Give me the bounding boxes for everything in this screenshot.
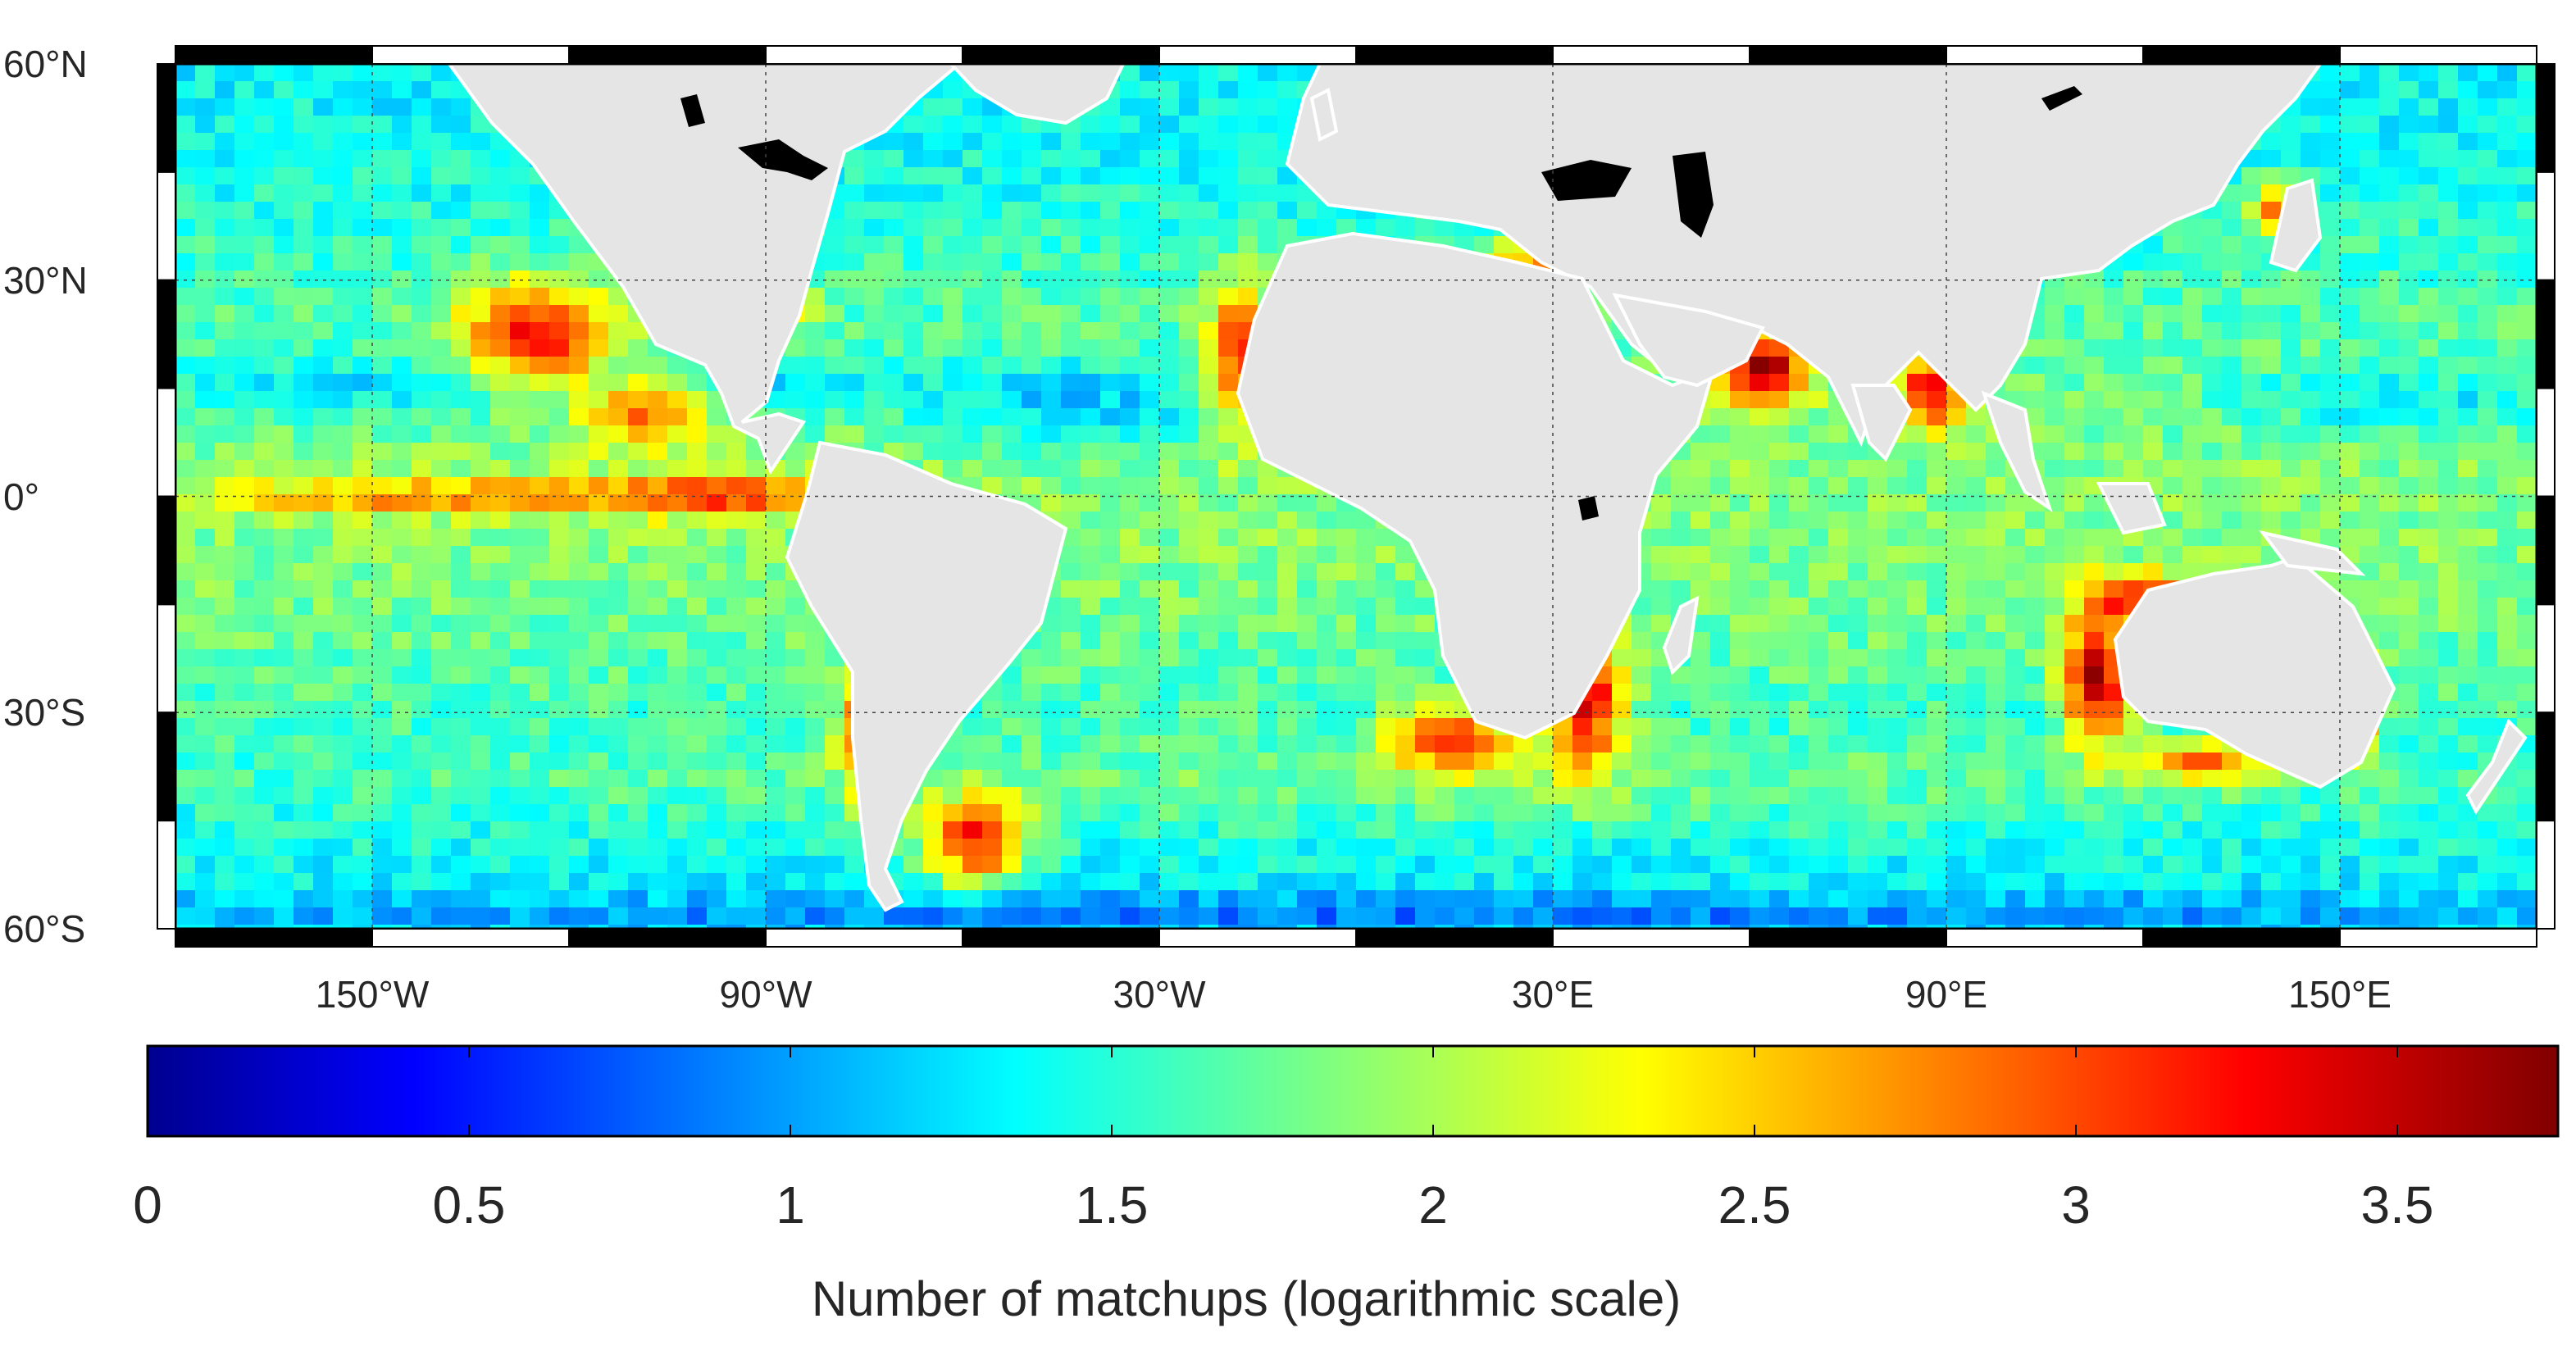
- frame-segment-bottom: [2142, 928, 2341, 948]
- land-masses: [447, 64, 2528, 912]
- frame-segment-top: [1552, 45, 1750, 65]
- lake-baikal: [2041, 86, 2082, 111]
- colorbar-tick-label: 2: [1418, 1175, 1448, 1235]
- frame-segment-bottom: [1552, 928, 1750, 948]
- frame-segment-left: [157, 495, 176, 606]
- colorbar-tick-label: 1.5: [1075, 1175, 1149, 1235]
- frame-segment-top: [2339, 45, 2537, 65]
- frame-segment-top: [765, 45, 963, 65]
- southeast-asia-landmass: [1981, 390, 2053, 512]
- australia-landmass: [2113, 555, 2396, 789]
- frame-segment-bottom: [962, 928, 1160, 948]
- colorbar-tick-label: 0.5: [432, 1175, 506, 1235]
- lat-label: 0°: [3, 475, 39, 518]
- lon-label: 30°E: [1511, 973, 1595, 1016]
- uk-landmass: [1309, 88, 1339, 142]
- lon-label: 150°W: [315, 973, 430, 1016]
- frame-segment-top: [175, 45, 373, 65]
- japan-landmass: [2269, 178, 2323, 273]
- lon-label: 30°W: [1113, 973, 1206, 1016]
- frame-segment-right: [2536, 63, 2556, 173]
- frame-segment-right: [2536, 387, 2556, 498]
- frame-segment-bottom: [765, 928, 963, 948]
- frame-segment-left: [157, 712, 176, 822]
- frame-segment-bottom: [371, 928, 570, 948]
- map-frame-border: [157, 45, 2556, 948]
- greenland-landmass: [949, 64, 1126, 125]
- frame-segment-bottom: [1946, 928, 2144, 948]
- frame-segment-right: [2536, 712, 2556, 822]
- frame-segment-bottom: [2339, 928, 2537, 948]
- frame-segment-left: [157, 171, 176, 281]
- madagascar-landmass: [1662, 595, 1700, 675]
- colorbar: [146, 1044, 2560, 1138]
- colorbar-tick-label: 1: [776, 1175, 805, 1235]
- black-sea: [1541, 160, 1632, 201]
- africa-landmass: [1236, 231, 1717, 740]
- frame-segment-left: [157, 387, 176, 498]
- colorbar-tickmarks: [147, 1046, 2398, 1136]
- lake-victoria: [1578, 496, 1599, 521]
- frame-segment-top: [568, 45, 767, 65]
- frame-segment-top: [1355, 45, 1554, 65]
- frame-segment-right: [2536, 171, 2556, 281]
- frame-segment-left: [157, 279, 176, 389]
- colorbar-gradient: [146, 1044, 2560, 1138]
- frame-segment-bottom: [1749, 928, 1947, 948]
- frame-segment-top: [1749, 45, 1947, 65]
- frame-segment-top: [2142, 45, 2341, 65]
- great-lakes: [738, 139, 828, 180]
- lon-label: 90°E: [1905, 973, 1988, 1016]
- south-america-landmass: [785, 440, 1068, 912]
- frame-segment-right: [2536, 495, 2556, 606]
- new-guinea-landmass: [2259, 530, 2366, 576]
- colorbar-tick-label: 2.5: [1718, 1175, 1791, 1235]
- lon-label: 90°W: [719, 973, 812, 1016]
- lat-label: 60°N: [3, 43, 88, 85]
- frame-segment-top: [1946, 45, 2144, 65]
- lon-label: 150°E: [2288, 973, 2392, 1016]
- frame-segment-left: [157, 63, 176, 173]
- arabia-landmass: [1612, 293, 1765, 388]
- caspian-sea: [1673, 152, 1714, 238]
- frame-segment-top: [1158, 45, 1357, 65]
- borneo-landmass: [2096, 482, 2167, 535]
- lat-label: 30°N: [3, 258, 88, 302]
- map-area: [157, 45, 2556, 948]
- colorbar-tick-label: 3: [2061, 1175, 2091, 1235]
- frame-segment-top: [371, 45, 570, 65]
- frame-segment-bottom: [1158, 928, 1357, 948]
- frame-segment-bottom: [175, 928, 373, 948]
- lat-label: 30°S: [3, 691, 86, 734]
- frame-segment-top: [962, 45, 1160, 65]
- lat-label: 60°S: [3, 907, 86, 950]
- new-zealand-landmass: [2465, 718, 2528, 815]
- north-america-landmass: [447, 64, 963, 475]
- frame-segment-right: [2536, 820, 2556, 930]
- india-landmass: [1850, 384, 1913, 462]
- colorbar-label: Number of matchups (logarithmic scale): [811, 1271, 1682, 1326]
- frame-segment-left: [157, 820, 176, 930]
- frame-segment-right: [2536, 603, 2556, 714]
- frame-segment-bottom: [568, 928, 767, 948]
- colorbar-tick-label: 3.5: [2360, 1175, 2434, 1235]
- inland-waters: [680, 86, 2082, 521]
- frame-segment-bottom: [1355, 928, 1554, 948]
- hudson-area-lakes: [680, 94, 705, 127]
- frame-segment-right: [2536, 279, 2556, 389]
- frame-segment-left: [157, 603, 176, 714]
- colorbar-tick-label: 0: [133, 1175, 162, 1235]
